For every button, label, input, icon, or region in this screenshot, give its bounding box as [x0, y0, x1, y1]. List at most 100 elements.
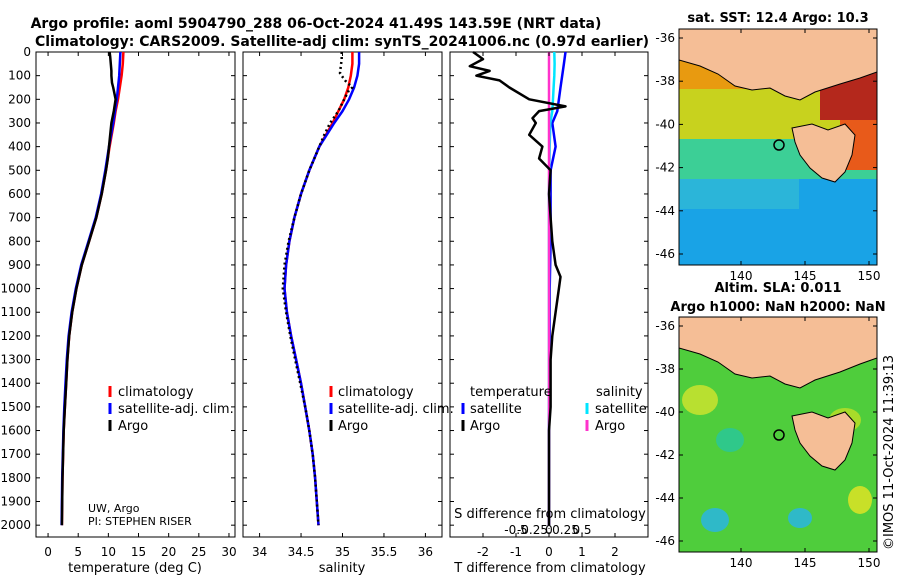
- s-tick-label: 0.25: [552, 523, 579, 537]
- legend-label-climatology: climatology: [338, 385, 414, 400]
- lat-tick-label: -46: [655, 534, 675, 548]
- depth-tick-label: 1800: [0, 471, 31, 485]
- depth-tick-label: 0: [23, 45, 31, 59]
- depth-tick-label: 2000: [0, 518, 31, 532]
- temperature-legend: climatology satellite-adj. clim. Argo: [108, 385, 234, 434]
- x-tick-label: 36: [418, 545, 433, 559]
- x-tick-label: 15: [131, 545, 146, 559]
- argo-float-marker: [773, 139, 785, 151]
- depth-tick-label: 1200: [0, 329, 31, 343]
- sla-anomaly: [701, 508, 729, 532]
- imos-credit: ©IMOS 11-Oct-2024 11:39:13: [882, 355, 897, 550]
- legend-label-s-satellite: satellite: [595, 402, 647, 417]
- annotation-line2: PI: STEPHEN RISER: [88, 515, 192, 528]
- lat-tick-label: -46: [655, 247, 675, 261]
- x-tick-label: 25: [191, 545, 206, 559]
- depth-tick-label: 500: [8, 163, 31, 177]
- lon-tick-label: 150: [858, 556, 881, 570]
- sla-anomaly: [682, 385, 718, 415]
- x-tick-label: 34: [252, 545, 267, 559]
- x-tick-label: 34.5: [288, 545, 315, 559]
- sst-map-frame: [678, 28, 878, 266]
- legend-label-argo: Argo: [118, 419, 148, 434]
- legend-header-temperature: temperature: [470, 385, 552, 400]
- lon-tick-label: 145: [794, 556, 817, 570]
- figure-title-line1: Argo profile: aoml 5904790_288 06-Oct-20…: [31, 16, 602, 32]
- sla-anomaly: [716, 428, 744, 452]
- difference-plot: [468, 50, 567, 537]
- lat-tick-label: -36: [655, 31, 675, 45]
- sla-map-frame: [678, 316, 878, 553]
- mainland-australia: [679, 29, 877, 101]
- x-tick-label: 35: [335, 545, 350, 559]
- s-tick-label: 0.5: [572, 523, 591, 537]
- tasmania: [791, 411, 856, 471]
- sst-map: [679, 29, 877, 265]
- legend-label-t-argo: Argo: [470, 419, 500, 434]
- x-tick-label: 1: [578, 545, 586, 559]
- sst-map-title: sat. SST: 12.4 Argo: 10.3: [687, 11, 868, 26]
- lat-tick-label: -38: [655, 362, 675, 376]
- depth-tick-label: 900: [8, 258, 31, 272]
- temperature-plot: [60, 51, 125, 526]
- salinity-legend: climatology satellite-adj. clim. Argo: [329, 385, 454, 434]
- x-tick-label: -1: [510, 545, 522, 559]
- tasmania: [791, 123, 856, 183]
- temperature-axes: [35, 51, 236, 538]
- depth-tick-label: 200: [8, 92, 31, 106]
- sla-map: [679, 317, 877, 552]
- x-tick-label: 30: [221, 545, 236, 559]
- temperature-xlabel: temperature (deg C): [68, 561, 202, 576]
- depth-tick-label: 1100: [0, 305, 31, 319]
- difference-legend: temperature salinity satellite Argo sate…: [461, 385, 647, 434]
- lat-tick-label: -36: [655, 319, 675, 333]
- x-tick-label: 0: [545, 545, 553, 559]
- lat-tick-label: -42: [655, 448, 675, 462]
- legend-label-climatology: climatology: [118, 385, 194, 400]
- lat-tick-label: -44: [655, 491, 675, 505]
- depth-tick-label: 1900: [0, 495, 31, 509]
- depth-tick-label: 1400: [0, 376, 31, 390]
- depth-tick-label: 1300: [0, 353, 31, 367]
- lon-tick-label: 140: [730, 269, 753, 283]
- annotation-line1: UW, Argo: [88, 502, 140, 515]
- series-argo: [281, 52, 354, 526]
- lat-tick-label: -38: [655, 74, 675, 88]
- x-tick-label: 35.5: [371, 545, 398, 559]
- legend-label-satellite: satellite-adj. clim.: [338, 402, 454, 417]
- depth-tick-label: 100: [8, 69, 31, 83]
- series-argo: [60, 51, 117, 526]
- s-tick-label: -0.25: [517, 523, 548, 537]
- lon-tick-label: 140: [730, 556, 753, 570]
- depth-tick-label: 1600: [0, 424, 31, 438]
- sla-map-title1: Altim. SLA: 0.011: [715, 281, 842, 296]
- lat-tick-label: -44: [655, 204, 675, 218]
- x-tick-label: 2: [611, 545, 619, 559]
- sla-anomaly: [848, 486, 872, 514]
- depth-tick-label: 400: [8, 140, 31, 154]
- argo-float-marker: [773, 429, 785, 441]
- salinity-plot: [281, 52, 361, 526]
- legend-header-salinity: salinity: [596, 385, 643, 400]
- sla-map-title2: Argo h1000: NaN h2000: NaN: [670, 300, 885, 315]
- difference-x-axis: -2 -1 0 1 2-0.5-0.250 0.250.5: [477, 52, 619, 559]
- s-tick-label: 0: [545, 523, 553, 537]
- salinity-xlabel: salinity: [319, 561, 366, 576]
- lat-tick-label: -40: [655, 117, 675, 131]
- depth-axis: 0 100 200 300 400 500 600 700 800 900 1000 1100 1200…: [0, 45, 648, 532]
- depth-tick-label: 1500: [0, 400, 31, 414]
- sst-cold-patch: [679, 179, 799, 209]
- lon-tick-label: 150: [858, 269, 881, 283]
- figure-title-line2: Climatology: CARS2009. Satellite-adj cli…: [35, 34, 649, 50]
- depth-tick-label: 1700: [0, 447, 31, 461]
- s-difference-label: S difference from climatology: [454, 507, 646, 522]
- lon-tick-label: 145: [794, 269, 817, 283]
- lat-tick-label: -40: [655, 405, 675, 419]
- depth-tick-label: 300: [8, 116, 31, 130]
- sla-anomaly: [788, 508, 812, 528]
- series-t-argo: [468, 50, 567, 526]
- depth-tick-label: 700: [8, 211, 31, 225]
- t-difference-label: T difference from climatology: [453, 561, 646, 576]
- depth-tick-label: 800: [8, 234, 31, 248]
